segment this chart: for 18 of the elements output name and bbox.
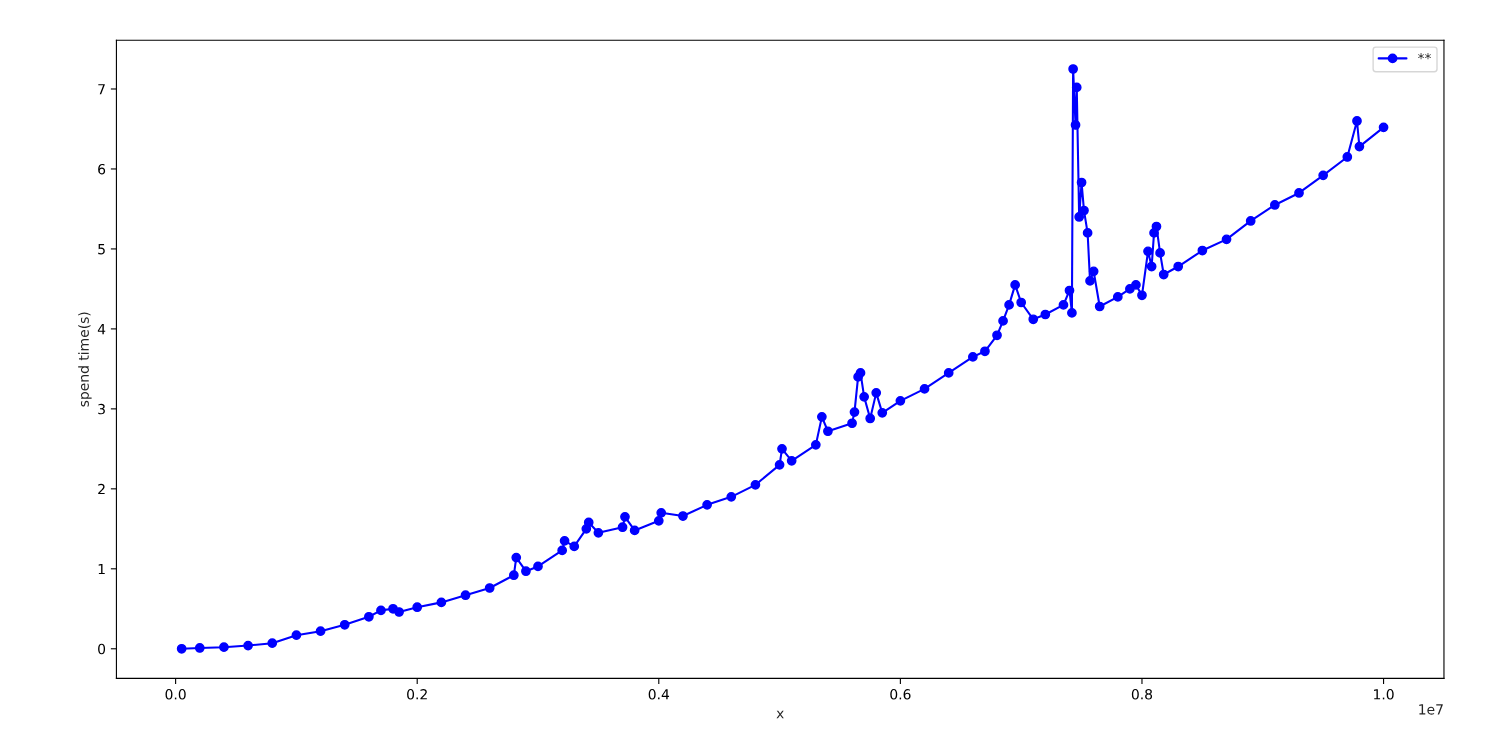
legend-label: ** [1417,52,1432,60]
y-tick-label: 1 [98,563,105,575]
x-tick-label: 0.0 [165,689,186,700]
y-tick-label: 3 [98,403,105,415]
text: 1e7 [1419,704,1443,715]
x-tick-label: 0.8 [1131,689,1153,700]
x-tick-label: 1.0 [1374,689,1394,700]
y-tick-label: 5 [98,244,105,255]
y-tick-label: 7 [98,84,105,95]
y-tick-label: 4 [97,324,106,335]
x-tick-label: 0.4 [648,689,670,700]
x-tick-label: 0.6 [890,689,911,700]
y-tick-label: 6 [98,163,106,175]
y-axis-title: spend time(s) [78,312,92,407]
y-tick-label: 2 [98,483,105,495]
x-axis-title: x [776,710,784,719]
y-tick-label: 0 [98,643,106,655]
x-tick-label: 0.2 [407,689,427,700]
